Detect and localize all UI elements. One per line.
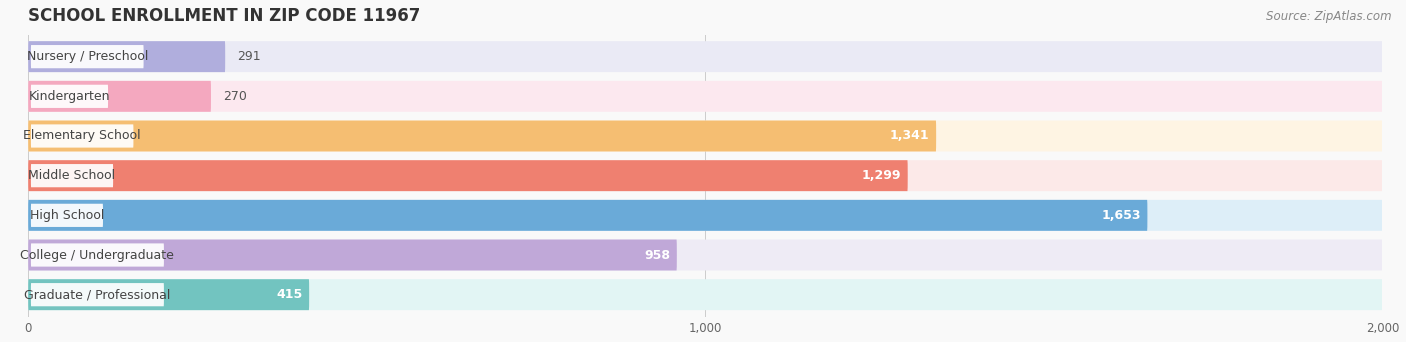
Text: Source: ZipAtlas.com: Source: ZipAtlas.com (1267, 10, 1392, 23)
FancyBboxPatch shape (28, 160, 1382, 191)
FancyBboxPatch shape (31, 204, 103, 227)
FancyBboxPatch shape (28, 160, 908, 191)
FancyBboxPatch shape (31, 124, 134, 148)
Text: Elementary School: Elementary School (24, 130, 141, 143)
FancyBboxPatch shape (28, 81, 211, 112)
Text: 270: 270 (224, 90, 247, 103)
FancyBboxPatch shape (28, 41, 225, 72)
Text: 1,653: 1,653 (1101, 209, 1140, 222)
FancyBboxPatch shape (31, 45, 143, 68)
FancyBboxPatch shape (28, 279, 309, 310)
FancyBboxPatch shape (28, 81, 1382, 112)
Text: Graduate / Professional: Graduate / Professional (24, 288, 170, 301)
FancyBboxPatch shape (28, 200, 1147, 231)
FancyBboxPatch shape (28, 239, 1382, 271)
FancyBboxPatch shape (31, 85, 108, 108)
Text: 1,299: 1,299 (862, 169, 901, 182)
FancyBboxPatch shape (28, 41, 1382, 72)
Text: 1,341: 1,341 (890, 130, 929, 143)
FancyBboxPatch shape (28, 200, 1382, 231)
FancyBboxPatch shape (28, 239, 676, 271)
Text: 415: 415 (276, 288, 302, 301)
Text: 958: 958 (644, 249, 671, 262)
Text: Middle School: Middle School (28, 169, 115, 182)
Text: SCHOOL ENROLLMENT IN ZIP CODE 11967: SCHOOL ENROLLMENT IN ZIP CODE 11967 (28, 7, 420, 25)
FancyBboxPatch shape (28, 120, 936, 152)
Text: High School: High School (30, 209, 104, 222)
FancyBboxPatch shape (31, 244, 165, 267)
Text: Kindergarten: Kindergarten (28, 90, 110, 103)
Text: College / Undergraduate: College / Undergraduate (21, 249, 174, 262)
Text: 291: 291 (238, 50, 262, 63)
FancyBboxPatch shape (28, 120, 1382, 152)
FancyBboxPatch shape (31, 164, 112, 187)
Text: Nursery / Preschool: Nursery / Preschool (27, 50, 148, 63)
FancyBboxPatch shape (28, 279, 1382, 310)
FancyBboxPatch shape (31, 283, 165, 306)
